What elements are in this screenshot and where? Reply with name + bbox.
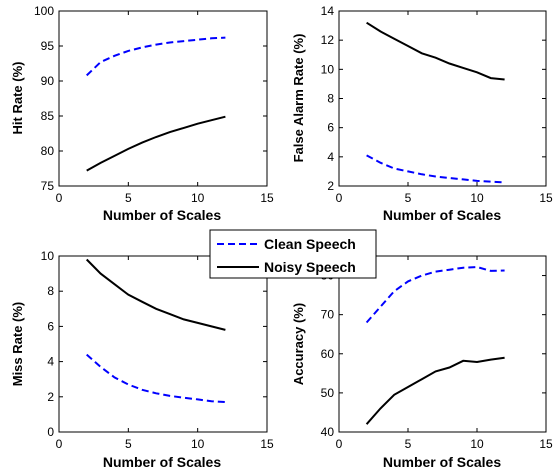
y-tick-label: 95 [41, 39, 55, 53]
series-line-clean-speech [366, 154, 505, 184]
legend-label: Clean Speech [264, 236, 356, 252]
x-axis-label: Number of Scales [383, 207, 501, 223]
x-tick-label: 10 [191, 437, 205, 451]
series-line-clean-speech [365, 265, 505, 324]
y-axis-label: Accuracy (%) [291, 303, 306, 385]
y-tick-label: 4 [327, 150, 334, 164]
series-line-clean-speech [86, 36, 226, 77]
y-tick-label: 100 [34, 4, 54, 18]
y-tick-label: 40 [321, 425, 335, 439]
y-tick-label: 70 [321, 308, 335, 322]
x-tick-label: 15 [260, 191, 274, 205]
series-line-noisy-speech [85, 258, 226, 331]
legend-label: Noisy Speech [264, 259, 356, 275]
y-axis-label: Hit Rate (%) [10, 62, 25, 135]
x-tick-label: 5 [125, 191, 132, 205]
x-axis-label: Number of Scales [103, 454, 221, 470]
y-tick-label: 4 [47, 355, 54, 369]
y-tick-label: 85 [41, 109, 55, 123]
axes-box [58, 10, 268, 187]
y-tick-label: 8 [47, 284, 54, 298]
series-line-noisy-speech [365, 356, 505, 425]
x-tick-label: 10 [470, 191, 484, 205]
x-tick-label: 15 [539, 437, 553, 451]
x-tick-label: 5 [125, 437, 132, 451]
x-tick-label: 15 [539, 191, 553, 205]
x-tick-label: 5 [405, 191, 412, 205]
x-tick-label: 15 [260, 437, 274, 451]
y-tick-label: 10 [41, 249, 55, 263]
x-axis-label: Number of Scales [103, 207, 221, 223]
y-tick-label: 6 [47, 319, 54, 333]
y-tick-label: 50 [321, 386, 335, 400]
x-tick-label: 10 [191, 191, 205, 205]
x-tick-label: 10 [470, 437, 484, 451]
panel-1: 0 5 10 15 75 80 85 90 95 100 Number of Scales Hit R… [10, 4, 274, 223]
legend: Clean Speech Noisy Speech [209, 229, 377, 279]
y-tick-label: 75 [41, 179, 55, 193]
panel-2: 0 5 10 15 2 4 6 8 10 12 14 Number of Scales False Al… [291, 4, 553, 223]
x-tick-label: 0 [56, 191, 63, 205]
y-tick-label: 14 [321, 4, 335, 18]
axes-box [338, 255, 547, 433]
series-line-noisy-speech [86, 115, 226, 172]
series-line-noisy-speech [366, 21, 505, 81]
axes-box [58, 255, 268, 433]
y-tick-label: 90 [41, 74, 55, 88]
x-tick-label: 0 [56, 437, 63, 451]
y-tick-label: 2 [327, 179, 334, 193]
panel-4: 0510154050607080Number of ScalesAccuracy… [291, 255, 553, 470]
x-tick-label: 0 [336, 191, 343, 205]
x-tick-label: 0 [336, 437, 343, 451]
y-axis-label: False Alarm Rate (%) [291, 34, 306, 163]
y-tick-label: 10 [321, 62, 335, 76]
axes-box [338, 10, 547, 187]
y-axis-label: Miss Rate (%) [10, 302, 25, 387]
y-tick-label: 80 [41, 144, 55, 158]
panel-3: 0 5 10 15 0 2 4 6 8 10 Number of Scales Miss Rate (… [10, 249, 274, 470]
y-tick-label: 12 [321, 33, 335, 47]
legend-box [209, 229, 377, 279]
y-tick-label: 0 [47, 425, 54, 439]
y-tick-label: 8 [327, 92, 334, 106]
y-tick-label: 6 [327, 121, 334, 135]
y-tick-label: 2 [47, 390, 54, 404]
y-tick-label: 60 [321, 347, 335, 361]
x-tick-label: 5 [405, 437, 412, 451]
series-line-clean-speech [86, 353, 226, 404]
x-axis-label: Number of Scales [383, 454, 501, 470]
